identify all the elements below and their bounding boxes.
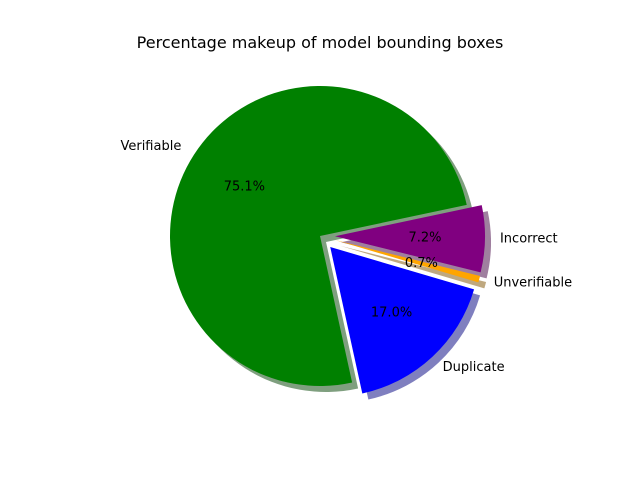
pie-slice-duplicate bbox=[330, 246, 475, 394]
slice-label-verifiable: Verifiable bbox=[120, 139, 181, 154]
label-layer: Verifiable 75.1% Duplicate 17.0% Unverifiabl… bbox=[120, 139, 572, 375]
slice-percent-unverifiable: 0.7% bbox=[405, 256, 438, 271]
pie-slice-verifiable bbox=[170, 86, 467, 387]
pie-slice-incorrect bbox=[334, 205, 485, 273]
slice-percent-duplicate: 17.0% bbox=[371, 305, 412, 320]
slice-shadow-unverifiable bbox=[340, 245, 487, 289]
slice-percent-incorrect: 7.2% bbox=[408, 230, 441, 245]
chart-title: Percentage makeup of model bounding boxe… bbox=[136, 33, 504, 52]
slice-label-incorrect: Incorrect bbox=[500, 232, 558, 247]
slice-layer bbox=[170, 86, 485, 394]
pie-slice-unverifiable bbox=[334, 239, 481, 283]
slice-percent-verifiable: 75.1% bbox=[224, 180, 265, 195]
slice-label-unverifiable: Unverifiable bbox=[494, 276, 572, 291]
slice-label-duplicate: Duplicate bbox=[443, 360, 505, 375]
